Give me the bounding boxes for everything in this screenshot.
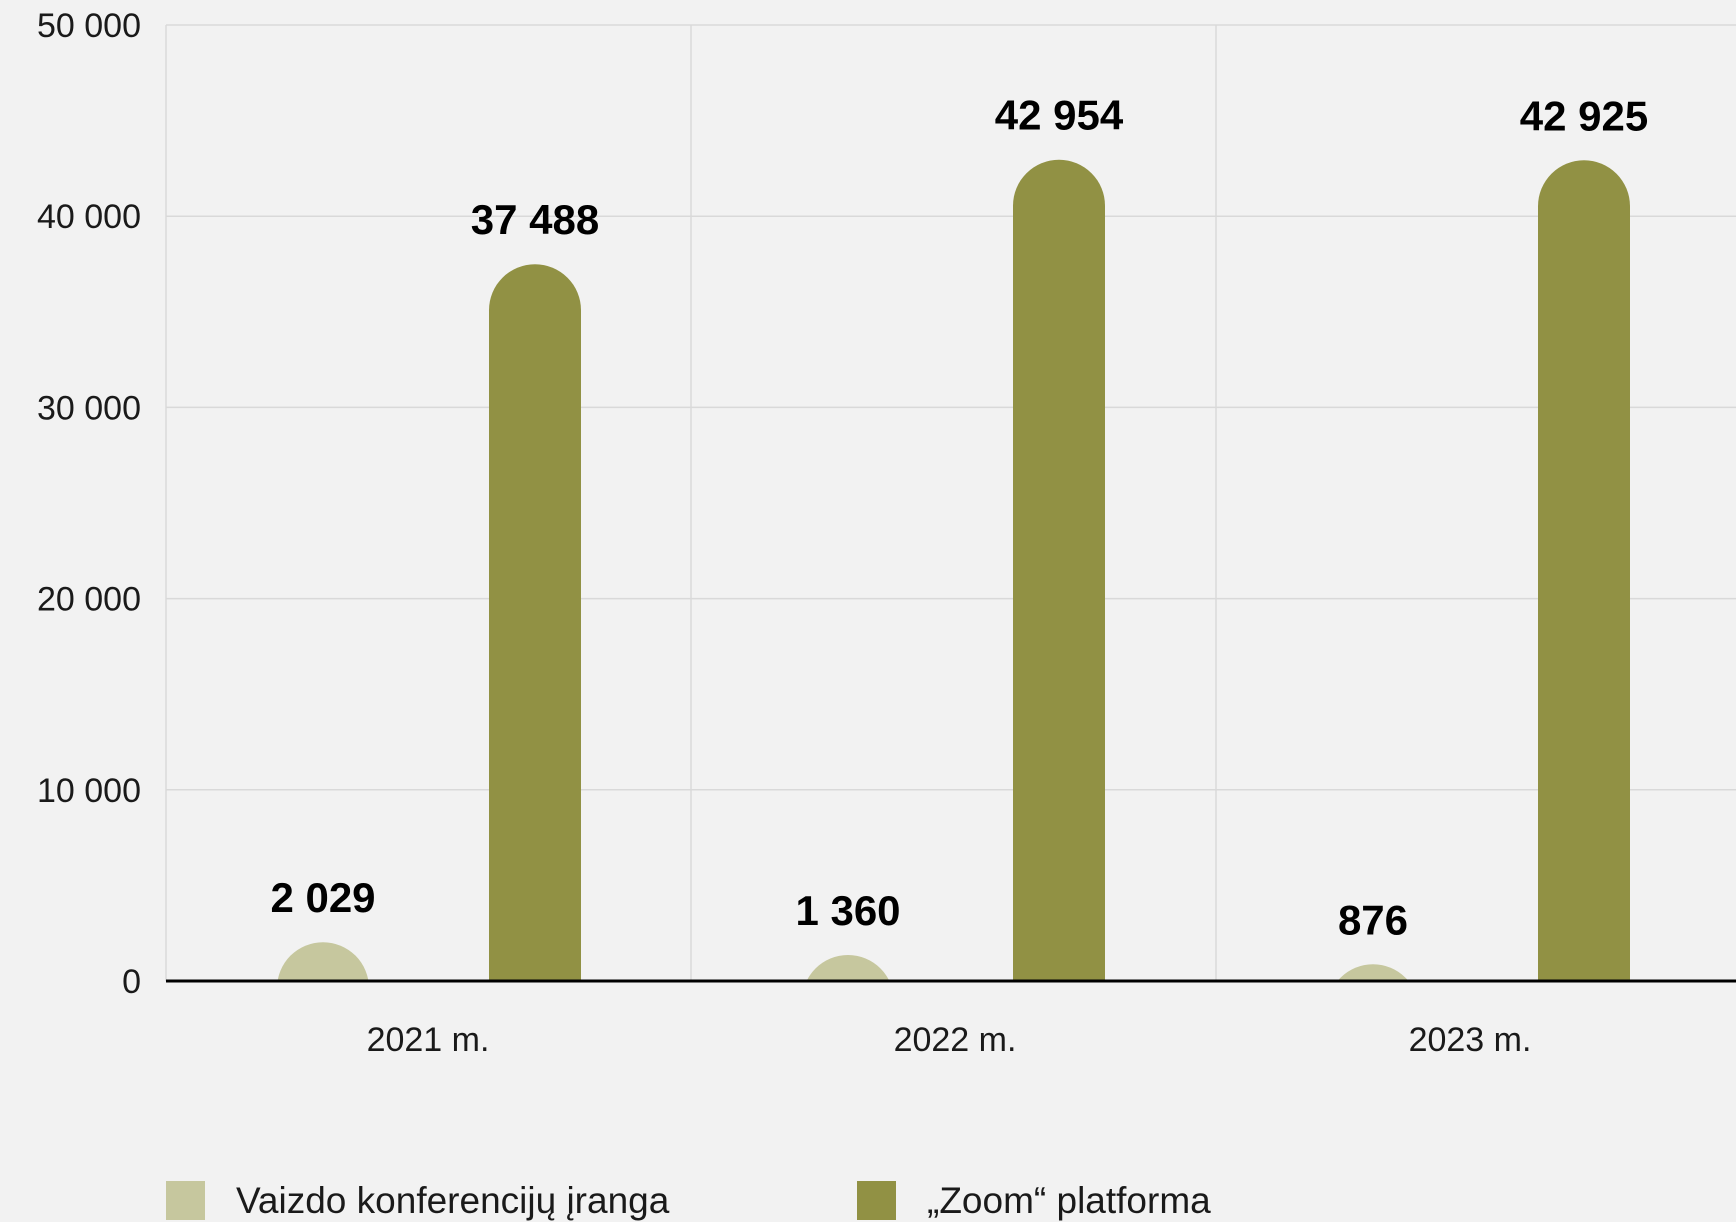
x-axis-categories: 2021 m. 2022 m. 2023 m. [367, 1021, 1532, 1059]
y-axis-ticks: 0 10 000 20 000 30 000 40 000 50 000 [37, 7, 141, 1001]
data-labels: 2 029 37 488 1 360 42 954 876 42 925 [270, 92, 1648, 944]
data-label: 42 954 [995, 92, 1124, 139]
bar-vaizdo-konferenciju-1 [806, 955, 890, 981]
legend-label: Vaizdo konferencijų įranga [236, 1180, 670, 1221]
y-tick-label: 40 000 [37, 198, 141, 236]
bar-zoom-0 [489, 264, 581, 981]
y-tick-label: 30 000 [37, 389, 141, 427]
data-label: 876 [1338, 896, 1408, 943]
legend-label: „Zoom“ platforma [927, 1180, 1211, 1221]
legend-item: Vaizdo konferencijų įranga [166, 1180, 670, 1221]
y-tick-label: 10 000 [37, 772, 141, 810]
legend-swatch [857, 1181, 896, 1220]
bar-vaizdo-konferenciju-2 [1337, 964, 1409, 981]
y-tick-label: 0 [122, 963, 141, 1001]
data-label: 2 029 [270, 874, 375, 921]
bar-zoom-1 [1013, 159, 1105, 981]
grid-lines [165, 24, 1736, 981]
legend-item: „Zoom“ platforma [857, 1180, 1211, 1221]
x-category-label: 2021 m. [367, 1021, 490, 1059]
legend-swatch [166, 1181, 205, 1220]
y-tick-label: 50 000 [37, 7, 141, 45]
data-label: 37 488 [471, 196, 599, 243]
x-category-label: 2022 m. [894, 1021, 1017, 1059]
data-label: 1 360 [795, 887, 900, 934]
bar-zoom-2 [1538, 160, 1630, 981]
bars [277, 159, 1630, 981]
bar-vaizdo-konferenciju-0 [277, 942, 369, 981]
x-category-label: 2023 m. [1409, 1021, 1532, 1059]
data-label: 42 925 [1520, 92, 1648, 139]
y-tick-label: 20 000 [37, 581, 141, 619]
legend: Vaizdo konferencijų įranga „Zoom“ platfor… [166, 1180, 1211, 1221]
